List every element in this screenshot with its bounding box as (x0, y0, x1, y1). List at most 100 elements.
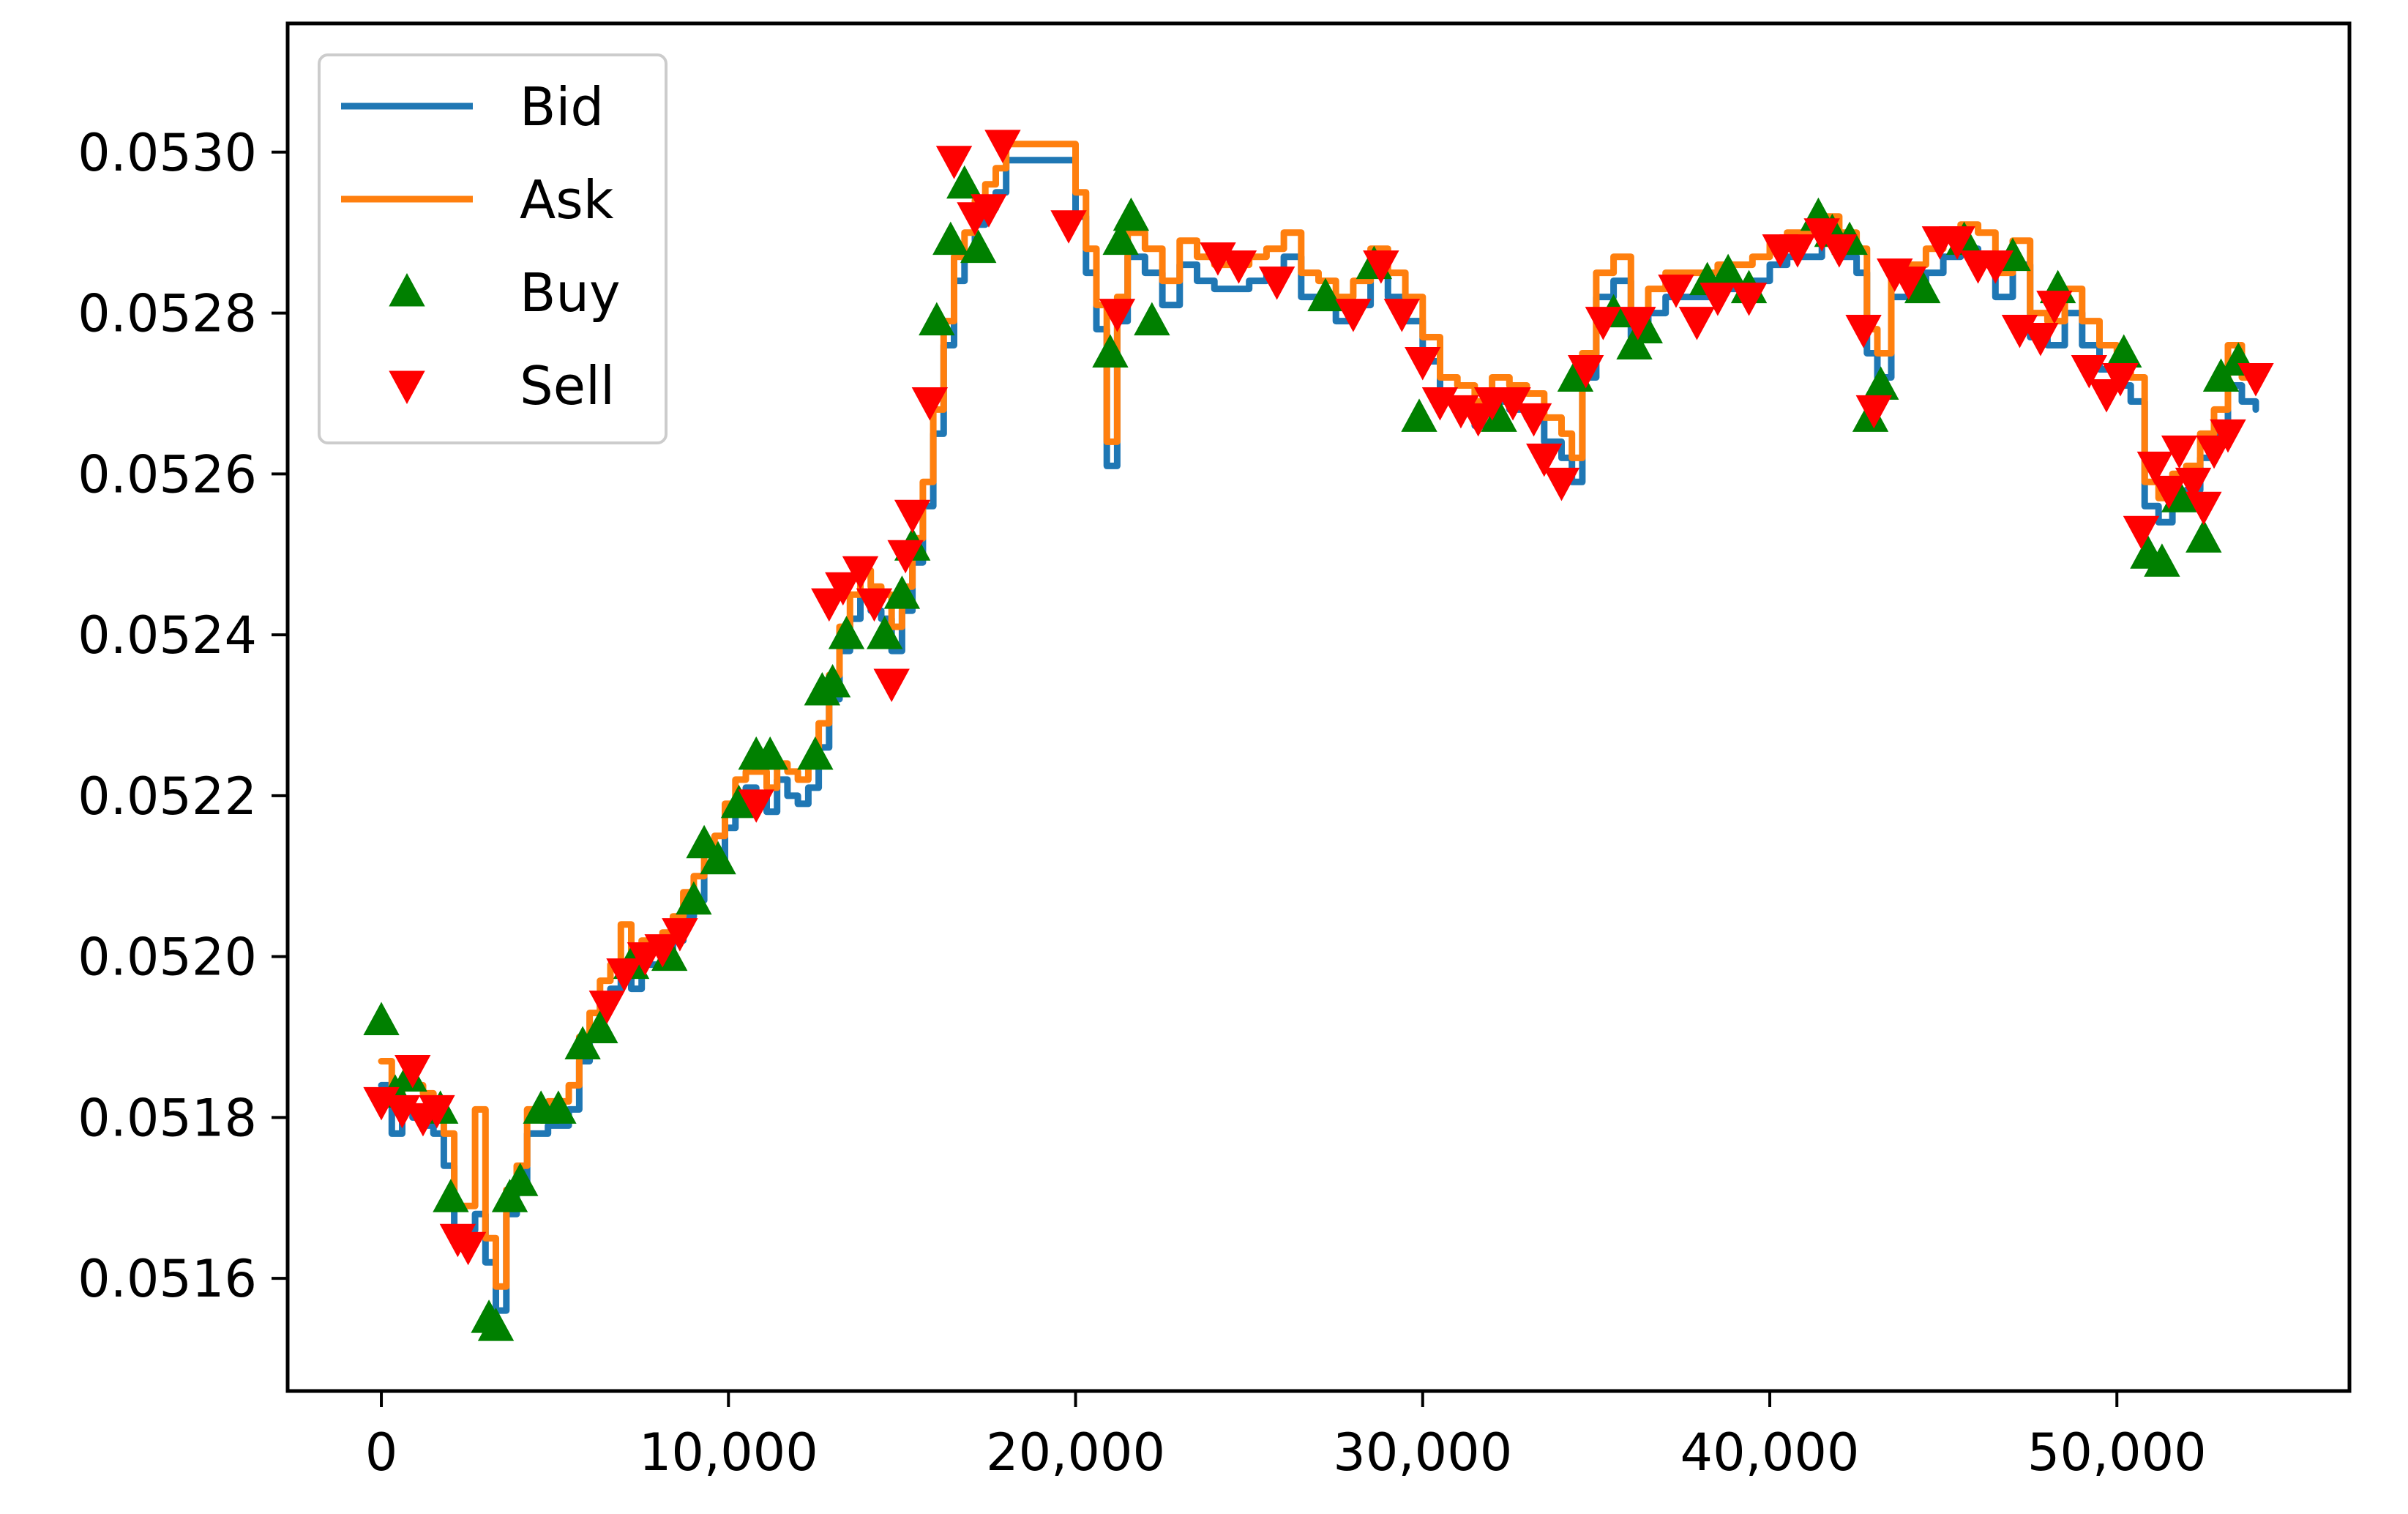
sell-marker (1779, 234, 1816, 268)
buy-marker (919, 302, 955, 336)
sell-marker (1658, 275, 1694, 308)
sell-marker (2175, 467, 2212, 501)
sell-marker (606, 958, 643, 992)
buy-marker (700, 840, 736, 875)
buy-marker (814, 664, 851, 698)
sell-marker (2022, 323, 2059, 357)
sell-marker (984, 130, 1021, 163)
sell-marker (825, 572, 861, 606)
y-tick-label: 0.0524 (78, 605, 257, 665)
y-tick-label: 0.0522 (78, 767, 257, 827)
x-tick-label: 20,000 (986, 1422, 1165, 1483)
buy-marker (932, 221, 969, 256)
sell-marker (2136, 451, 2174, 485)
sell-marker (1700, 283, 1736, 316)
buy-marker (1401, 398, 1437, 432)
buy-marker (720, 784, 758, 818)
y-tick-label: 0.0528 (78, 284, 257, 344)
sell-marker (873, 668, 910, 703)
sell-marker (2036, 291, 2073, 324)
sell-marker (911, 387, 949, 421)
x-tick-label: 40,000 (1680, 1422, 1860, 1483)
sell-marker (644, 934, 681, 968)
y-tick-label: 0.0526 (78, 444, 257, 504)
sell-marker (1515, 403, 1552, 437)
sell-marker (2185, 491, 2222, 526)
sell-marker (1977, 250, 2013, 284)
buy-marker (1904, 269, 1941, 304)
sell-marker (1585, 307, 1622, 340)
x-tick-label: 10,000 (639, 1422, 818, 1483)
buy-marker (676, 881, 712, 915)
sell-marker (2237, 362, 2274, 397)
sell-marker (935, 146, 973, 179)
buy-marker (1710, 253, 1746, 288)
sell-marker (971, 194, 1007, 228)
sell-marker (2161, 435, 2198, 469)
sell-marker (2088, 378, 2125, 413)
buy-marker (1102, 221, 1139, 256)
sell-marker (1730, 283, 1768, 316)
sell-marker (1335, 299, 1372, 332)
sell-marker (1459, 403, 1497, 437)
x-tick-label: 30,000 (1333, 1422, 1512, 1483)
sell-marker (1258, 266, 1295, 300)
sell-marker (2071, 354, 2108, 389)
buy-marker (1113, 197, 1150, 231)
buy-marker (797, 736, 834, 770)
buy-marker (1863, 366, 1899, 400)
buy-marker (502, 1163, 539, 1196)
buy-marker (1092, 334, 1129, 368)
sell-marker (894, 499, 931, 534)
sell-marker (2210, 419, 2246, 453)
sell-marker (1891, 266, 1927, 300)
buy-marker (2144, 543, 2180, 577)
sell-marker (738, 789, 774, 823)
buy-marker (960, 229, 997, 264)
sell-marker (1050, 210, 1087, 244)
x-tick-label: 0 (365, 1422, 398, 1483)
sell-marker (419, 1095, 455, 1129)
sell-marker (1567, 354, 1604, 389)
sell-marker (449, 1231, 487, 1266)
sell-marker (811, 588, 848, 622)
legend-label-buy: Buy (520, 262, 621, 324)
sell-marker (1620, 307, 1656, 340)
sell-marker (1495, 387, 1531, 421)
buy-marker (363, 1002, 400, 1036)
sell-marker (2196, 435, 2232, 469)
legend-box (318, 53, 668, 444)
buy-marker (752, 736, 788, 770)
sell-marker (1845, 315, 1882, 348)
sell-marker (856, 588, 893, 622)
buy-marker (582, 1010, 618, 1044)
plot-frame (285, 21, 2352, 1393)
buy-marker (828, 616, 865, 649)
sell-marker (662, 918, 698, 952)
buy-marker (477, 1308, 515, 1341)
sell-marker (1543, 467, 1580, 501)
sell-marker (1099, 299, 1136, 332)
sell-marker (1220, 250, 1257, 284)
buy-marker (1134, 302, 1170, 336)
sell-marker (395, 1054, 431, 1089)
buy-marker (686, 824, 722, 859)
y-tick-label: 0.0530 (78, 123, 257, 183)
y-tick-label: 0.0520 (78, 928, 257, 988)
series-line-ask (378, 141, 2259, 1290)
legend-swatch-sell (389, 370, 425, 404)
sell-marker (1821, 234, 1858, 268)
sell-marker (1405, 347, 1441, 381)
legend-swatch-buy (389, 273, 425, 307)
sell-marker (887, 540, 924, 574)
legend: Bid Ask Buy Sell (318, 53, 668, 444)
legend-label-sell: Sell (520, 355, 615, 417)
buy-marker (1481, 398, 1517, 432)
buy-marker (540, 1090, 577, 1124)
x-tick-label: 50,000 (2027, 1422, 2207, 1483)
sell-marker (1678, 307, 1716, 340)
y-tick-label: 0.0518 (78, 1088, 257, 1148)
buy-marker (2106, 334, 2142, 368)
buy-marker (2185, 519, 2222, 553)
buy-marker (1307, 277, 1344, 312)
